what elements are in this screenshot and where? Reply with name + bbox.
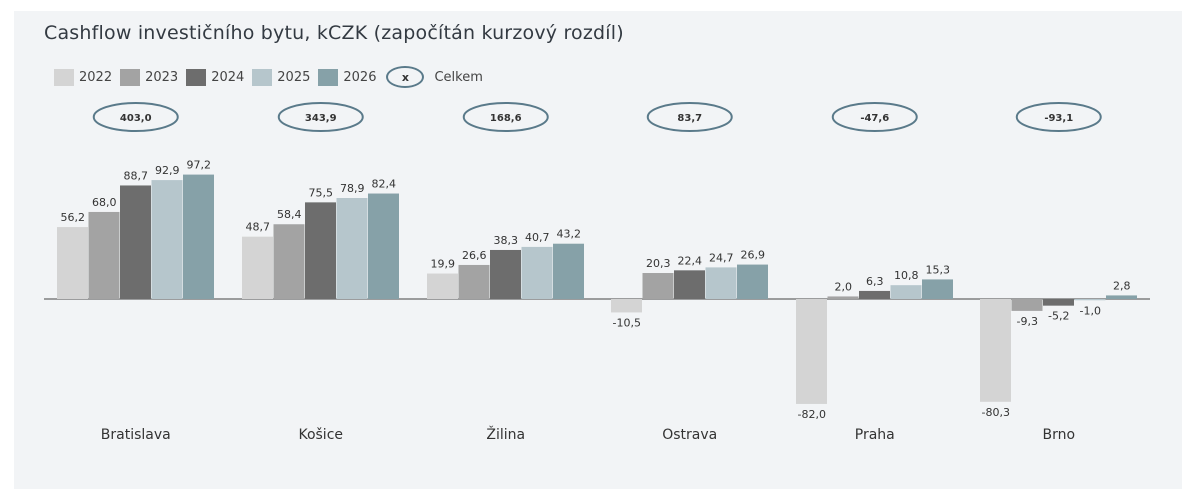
bar-5-2025 [1074,299,1106,301]
value-label-5-2022: -80,3 [982,406,1010,419]
bar-4-2025 [890,285,922,299]
value-label-2-2023: 26,6 [462,249,487,262]
legend-item-2022: 2022 [54,68,113,86]
legend-swatch-2023 [120,68,141,86]
legend-label-2023: 2023 [145,69,179,85]
value-label-3-2026: 26,9 [741,249,766,262]
value-label-5-2025: -1,0 [1080,304,1101,317]
bar-4-2023 [827,296,859,299]
total-label-4: -47,6 [860,113,889,124]
value-label-0-2023: 68,0 [92,196,117,209]
bar-1-2025 [336,198,368,299]
total-label-3: 83,7 [677,113,702,124]
category-label-1: Košice [298,427,343,443]
value-label-4-2023: 2,0 [835,280,853,293]
value-label-2-2022: 19,9 [431,258,456,271]
bar-1-2026 [368,193,399,299]
bar-5-2026 [1106,295,1137,299]
bar-1-2023 [273,224,305,299]
value-label-1-2024: 75,5 [309,186,334,199]
chart-legend: 2022 2023 2024 2025 2026 x Celkem [54,66,483,88]
legend-swatch-2025 [252,68,273,86]
bar-2-2022 [427,273,458,299]
bar-3-2025 [705,267,737,299]
bar-2-2023 [458,264,490,299]
value-label-1-2023: 58,4 [277,208,302,221]
value-label-0-2025: 92,9 [155,164,180,177]
value-label-3-2023: 20,3 [646,257,671,270]
bar-0-2024 [120,185,151,299]
total-ellipse-0 [92,102,179,132]
bar-5-2022 [980,299,1011,402]
legend-swatch-2024 [186,68,207,86]
legend-label-2022: 2022 [79,69,113,85]
bar-2-2024 [490,249,521,299]
value-label-3-2025: 24,7 [709,251,734,264]
bar-3-2022 [611,299,642,313]
bar-0-2026 [183,174,214,299]
category-label-2: Žilina [486,425,525,443]
category-label-0: Bratislava [101,427,171,443]
value-label-3-2022: -10,5 [613,316,641,329]
value-label-1-2025: 78,9 [340,182,365,195]
bar-1-2022 [242,236,273,299]
total-ellipse-5 [1015,102,1102,132]
value-label-5-2023: -9,3 [1017,315,1038,328]
bar-3-2024 [674,270,705,299]
bar-3-2023 [642,273,674,299]
value-label-5-2024: -5,2 [1048,310,1069,323]
value-label-0-2026: 97,2 [187,159,212,172]
value-label-4-2024: 6,3 [866,275,884,288]
legend-swatch-2022 [54,68,74,86]
value-label-4-2025: 10,8 [894,269,919,282]
value-label-2-2024: 38,3 [494,234,519,247]
total-label-2: 168,6 [490,113,522,124]
legend-item-2025: 2025 [252,68,311,86]
total-ellipse-1 [277,102,364,132]
value-label-0-2024: 88,7 [124,169,149,182]
legend-swatch-2026 [318,68,339,86]
value-label-2-2026: 43,2 [557,228,582,241]
bar-0-2023 [88,211,120,299]
bar-4-2022 [796,299,827,404]
legend-label-2026: 2026 [343,69,377,85]
total-label-5: -93,1 [1044,113,1073,124]
value-label-2-2025: 40,7 [525,231,550,244]
bar-5-2024 [1043,299,1074,306]
total-ellipse-4 [831,102,918,132]
bar-5-2023 [1011,299,1043,311]
bar-1-2024 [305,202,336,299]
bar-4-2026 [922,279,953,299]
bar-2-2026 [553,243,584,299]
value-label-1-2026: 82,4 [372,178,397,191]
bar-0-2025 [151,180,183,299]
value-label-0-2022: 56,2 [61,211,86,224]
legend-item-2024: 2024 [186,68,245,86]
legend-item-2026: 2026 [318,68,377,86]
legend-item-2023: 2023 [120,68,179,86]
total-label-1: 343,9 [305,113,337,124]
legend-label-2024: 2024 [211,69,245,85]
bar-2-2025 [521,246,553,299]
legend-total-marker: x [386,66,425,88]
legend-label-2025: 2025 [277,69,311,85]
bar-4-2024 [859,290,890,299]
category-label-5: Brno [1042,427,1075,443]
legend-item-total: x Celkem [386,66,483,88]
bar-0-2022 [57,227,88,299]
value-label-4-2026: 15,3 [926,263,951,276]
value-label-3-2024: 22,4 [678,254,703,267]
total-ellipse-3 [646,102,733,132]
total-ellipse-2 [462,102,549,132]
category-label-3: Ostrava [662,427,717,443]
value-label-5-2026: 2,8 [1113,279,1131,292]
value-label-4-2022: -82,0 [798,408,826,421]
bar-3-2026 [737,264,768,299]
value-label-1-2022: 48,7 [246,221,271,234]
legend-total-label: Celkem [434,69,483,85]
category-label-4: Praha [855,427,895,443]
chart-title: Cashflow investičního bytu, kCZK (započí… [44,22,624,44]
total-label-0: 403,0 [120,113,152,124]
